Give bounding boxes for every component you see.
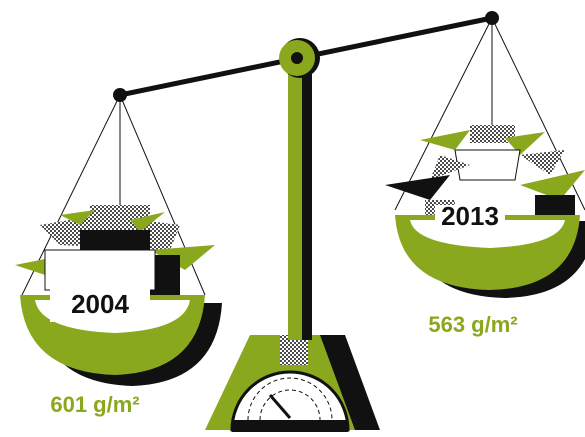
left-pan: 2004 [15, 94, 222, 386]
weight-label: 601 g/m² [50, 392, 139, 417]
stand [205, 70, 380, 432]
year-label: 2004 [71, 289, 129, 319]
right-pan: 2013 [385, 17, 585, 298]
weight-label: 563 g/m² [428, 312, 517, 337]
year-label: 2013 [441, 201, 499, 231]
